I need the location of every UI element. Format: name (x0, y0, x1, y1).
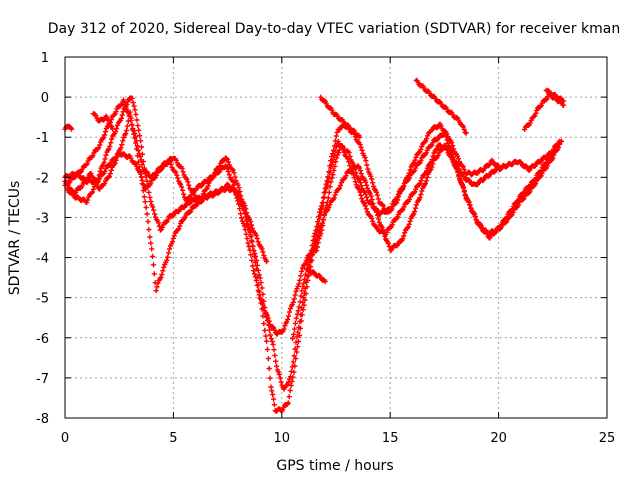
x-tick-label: 10 (274, 431, 291, 446)
x-tick-label: 0 (61, 431, 69, 446)
series-pass-6 (305, 265, 328, 285)
x-tick-label: 20 (490, 431, 507, 446)
y-tick-label: -1 (36, 131, 49, 146)
x-tick-label: 5 (169, 431, 177, 446)
y-axis-label: SDTVAR / TECUs (7, 181, 23, 296)
x-tick-label: 15 (382, 431, 399, 446)
series-pass-11 (62, 123, 75, 132)
x-tick-label: 25 (599, 431, 616, 446)
x-axis-label: GPS time / hours (276, 458, 393, 474)
y-tick-label: -2 (36, 171, 49, 186)
y-tick-label: 0 (41, 91, 49, 106)
series-pass-9 (522, 90, 567, 133)
series-pass-8 (413, 77, 469, 136)
y-tick-label: 1 (41, 51, 49, 66)
y-tick-label: -7 (36, 372, 49, 387)
y-tick-label: -8 (36, 412, 49, 427)
series-pass-7 (318, 94, 363, 140)
y-tick-label: -4 (36, 252, 49, 267)
y-tick-label: -6 (36, 332, 49, 347)
tick-marks (64, 56, 608, 419)
y-tick-label: -5 (36, 292, 49, 307)
data-series (62, 77, 567, 414)
grid (65, 57, 607, 418)
series-pass-12 (90, 111, 116, 132)
plot-frame (64, 56, 608, 419)
y-tick-label: -3 (36, 211, 49, 226)
series-pass-10 (543, 87, 567, 108)
series-pass-5 (290, 121, 504, 342)
chart-title: Day 312 of 2020, Sidereal Day-to-day VTE… (48, 21, 620, 37)
